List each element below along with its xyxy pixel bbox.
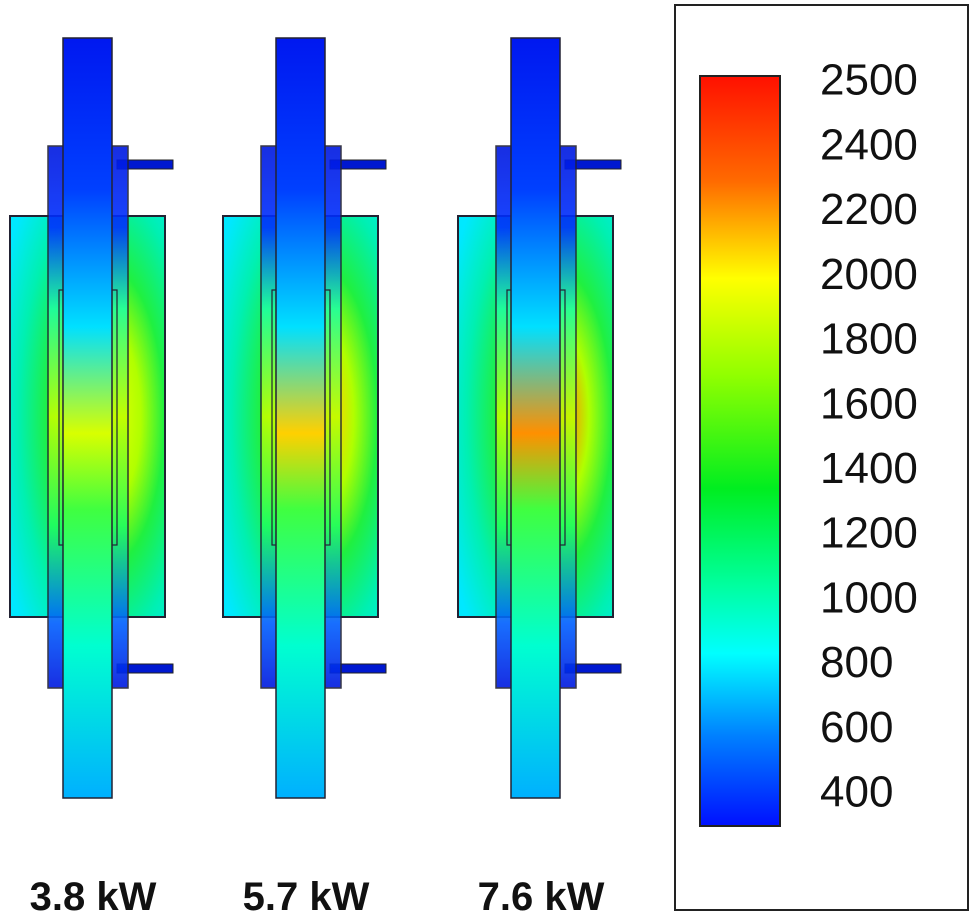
colorbar-label: 2500	[820, 56, 918, 105]
colorbar-label: 2200	[820, 185, 918, 234]
colorbar-label: 1800	[820, 315, 918, 364]
colorbar-label: 400	[820, 768, 893, 817]
tube	[275, 37, 326, 799]
colorbar-label: 1600	[820, 379, 918, 428]
colorbar-label: 2400	[820, 120, 918, 169]
panel-label: 7.6 kW	[478, 875, 605, 918]
tube	[62, 37, 113, 799]
tube	[510, 37, 561, 799]
panel-label: 5.7 kW	[243, 875, 370, 918]
colorbar-label: 2000	[820, 250, 918, 299]
colorbar-label: 600	[820, 703, 893, 752]
colorbar-label: 1400	[820, 444, 918, 493]
colorbar-label: 1200	[820, 509, 918, 558]
colorbar-label: 800	[820, 638, 893, 687]
panel-label: 3.8 kW	[30, 875, 157, 918]
colorbar	[699, 75, 781, 827]
colorbar-label: 1000	[820, 573, 918, 622]
